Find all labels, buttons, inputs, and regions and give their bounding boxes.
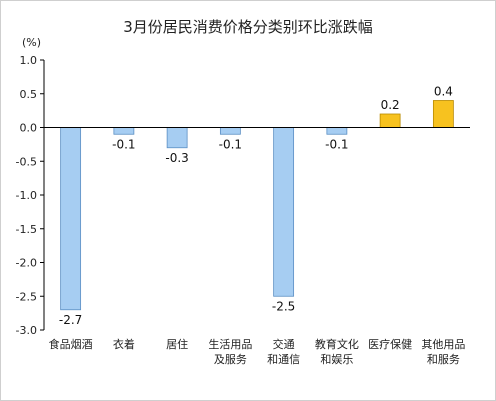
y-tick-label: -1.0: [16, 189, 37, 202]
data-labels: -2.7 -0.1 -0.3 -0.1 -2.5 -0.1 0.2 0.4: [59, 85, 453, 327]
x-category-label: 衣着: [113, 337, 135, 351]
x-category-label: 居住: [166, 337, 188, 351]
bar: [219, 127, 241, 135]
y-tick-label: 1.0: [20, 54, 38, 67]
x-category-label: 和娱乐: [320, 352, 353, 366]
x-category-label: 医疗保健: [368, 337, 412, 351]
bar: [326, 127, 348, 135]
x-category-label: 和通信: [267, 353, 300, 366]
y-tick-label: -0.5: [16, 155, 37, 168]
bar: [113, 127, 135, 135]
bar: [60, 127, 82, 311]
y-tick-label: -1.5: [16, 223, 37, 236]
data-label: -0.1: [219, 137, 242, 151]
data-label: 0.2: [381, 98, 400, 112]
y-tick-label: -2.5: [16, 290, 37, 303]
y-axis-unit: (%): [22, 36, 42, 49]
bar: [166, 127, 188, 149]
chart-title: 3月份居民消费价格分类别环比涨跌幅: [123, 18, 373, 36]
data-label: -0.1: [112, 137, 135, 151]
x-category-label: 生活用品: [208, 337, 252, 351]
x-category-label: 其他用品: [421, 338, 465, 351]
bars: [60, 100, 454, 311]
data-label: 0.4: [434, 85, 453, 99]
data-label: -2.5: [272, 299, 295, 313]
y-axis-ticks: 1.0 0.5 0.0 -0.5 -1.0 -1.5 -2.0 -2.5 -3.0: [16, 54, 44, 337]
y-tick-label: 0.0: [20, 122, 38, 135]
bar: [432, 100, 454, 128]
x-category-label: 和服务: [427, 353, 460, 366]
x-category-label: 交通: [273, 337, 295, 351]
data-label: -0.3: [165, 151, 188, 165]
data-label: -0.1: [325, 137, 348, 151]
y-tick-label: -2.0: [16, 257, 37, 270]
y-tick-label: 0.5: [20, 88, 38, 101]
bar: [379, 113, 401, 128]
x-category-label: 及服务: [214, 353, 247, 366]
y-tick-label: -3.0: [16, 324, 37, 337]
bar: [273, 127, 295, 297]
x-category-label: 食品烟酒: [49, 337, 93, 351]
x-category-label: 教育文化: [315, 337, 359, 351]
data-label: -2.7: [59, 313, 82, 327]
